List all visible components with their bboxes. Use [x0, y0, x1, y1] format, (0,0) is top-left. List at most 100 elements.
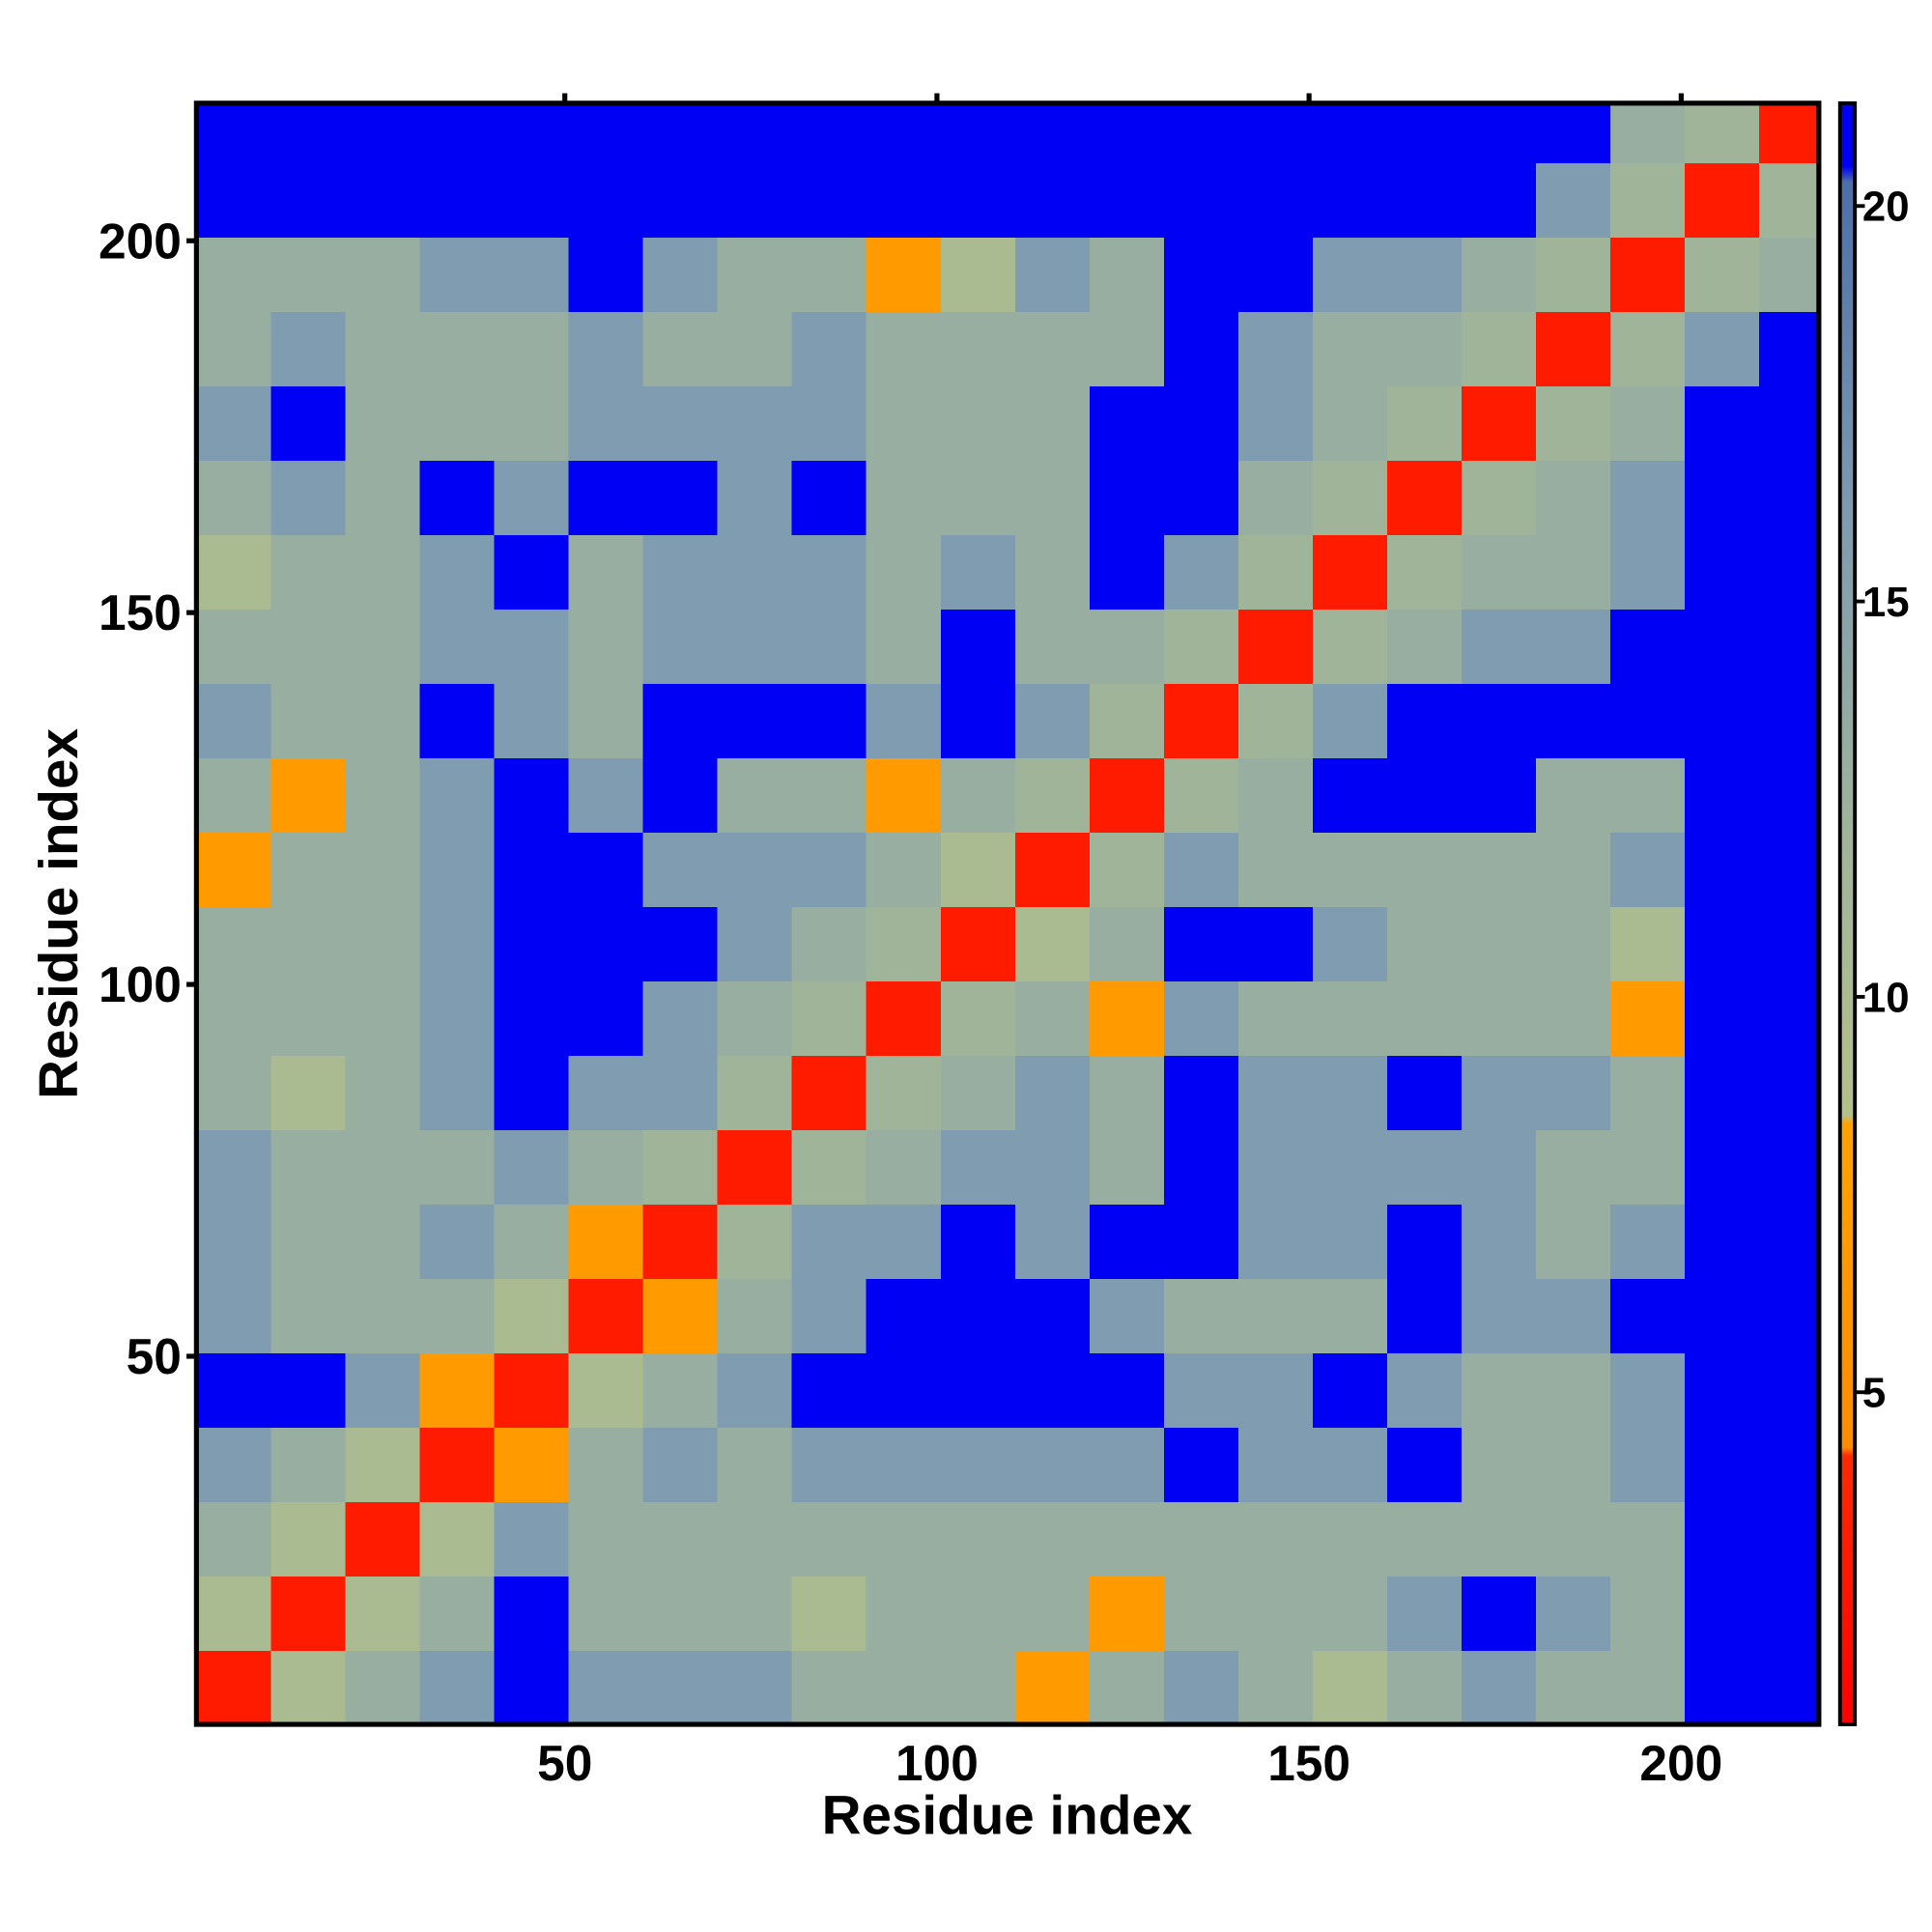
heatmap-cell: [419, 832, 496, 908]
heatmap-cell: [1014, 832, 1091, 908]
heatmap-cell: [717, 237, 793, 313]
heatmap-cell: [1536, 534, 1611, 611]
heatmap-cell: [270, 237, 347, 313]
heatmap-cell: [940, 385, 1016, 462]
heatmap-cell: [940, 832, 1016, 908]
heatmap-cell: [1089, 1501, 1165, 1577]
heatmap-cell: [1536, 1129, 1611, 1205]
heatmap-cell: [1536, 1427, 1611, 1502]
heatmap-cell: [1089, 534, 1165, 611]
heatmap-cell: [1610, 1576, 1686, 1651]
heatmap-cell: [1089, 385, 1165, 462]
heatmap-cell: [717, 1204, 793, 1279]
heatmap-cell: [1610, 460, 1686, 536]
heatmap-cell: [1387, 1427, 1463, 1502]
heatmap-cell: [196, 609, 272, 685]
heatmap-cell: [717, 832, 793, 908]
heatmap-cell: [270, 162, 347, 239]
heatmap-cell: [1685, 1055, 1761, 1130]
heatmap-cell: [1089, 1352, 1165, 1428]
heatmap-cell: [568, 237, 644, 313]
heatmap-cell: [1163, 460, 1239, 536]
heatmap-cell: [1014, 1501, 1091, 1577]
heatmap-cell: [940, 1278, 1016, 1353]
heatmap-cell: [1014, 385, 1091, 462]
heatmap-cell: [717, 162, 793, 239]
heatmap-cell: [1312, 311, 1388, 387]
heatmap-cell: [1759, 1576, 1820, 1651]
heatmap-cell: [1387, 1129, 1463, 1205]
heatmap-cell: [1014, 757, 1091, 834]
heatmap-cell: [866, 1278, 942, 1353]
heatmap-cell: [419, 534, 496, 611]
heatmap-cell: [642, 311, 719, 387]
heatmap-cell: [1759, 102, 1820, 164]
heatmap-cell: [1312, 460, 1388, 536]
heatmap-cell: [1163, 311, 1239, 387]
heatmap-cell: [1014, 1352, 1091, 1428]
heatmap-cell: [196, 980, 272, 1056]
heatmap-cell: [568, 906, 644, 982]
heatmap-cell: [866, 1427, 942, 1502]
heatmap-cell: [1014, 1129, 1091, 1205]
heatmap-cell: [419, 460, 496, 536]
heatmap-cell: [1462, 385, 1537, 462]
heatmap-cell: [791, 1055, 867, 1130]
heatmap-cell: [494, 102, 570, 164]
heatmap-cell: [1312, 683, 1388, 759]
heatmap-cell: [1089, 102, 1165, 164]
heatmap-cell: [1610, 162, 1686, 239]
heatmap-cell: [345, 1204, 421, 1279]
heatmap-cell: [717, 757, 793, 834]
heatmap-cell: [345, 311, 421, 387]
heatmap-cell: [270, 609, 347, 685]
heatmap-cell: [196, 460, 272, 536]
heatmap-cell: [494, 1204, 570, 1279]
heatmap-cell: [270, 757, 347, 834]
heatmap-cell: [1163, 1427, 1239, 1502]
heatmap-cell: [1536, 1650, 1611, 1725]
heatmap-cell: [1014, 1650, 1091, 1725]
heatmap-cell: [1312, 102, 1388, 164]
heatmap-cell: [1089, 1427, 1165, 1502]
heatmap-cell: [568, 1650, 644, 1725]
heatmap-cell: [1462, 1650, 1537, 1725]
heatmap-cell: [1610, 1352, 1686, 1428]
heatmap-cell: [270, 1055, 347, 1130]
heatmap-cell: [1312, 757, 1388, 834]
heatmap-cell: [866, 1650, 942, 1725]
heatmap-cell: [1089, 237, 1165, 313]
heatmap-cell: [1610, 1501, 1686, 1577]
heatmap-cell: [419, 683, 496, 759]
heatmap-cell: [1462, 609, 1537, 685]
heatmap-cell: [717, 1055, 793, 1130]
heatmap-cell: [717, 1278, 793, 1353]
heatmap-cell: [1163, 1650, 1239, 1725]
heatmap-cell: [866, 1129, 942, 1205]
heatmap-cell: [1237, 311, 1314, 387]
heatmap-cell: [345, 1501, 421, 1577]
heatmap-cell: [940, 683, 1016, 759]
heatmap-cell: [1610, 1427, 1686, 1502]
heatmap-cell: [1685, 460, 1761, 536]
heatmap-cell: [568, 162, 644, 239]
colorbar-tick-label: 20: [1862, 184, 1910, 231]
heatmap-cell: [1237, 534, 1314, 611]
heatmap-cell: [419, 237, 496, 313]
heatmap-cell: [1387, 162, 1463, 239]
heatmap-cell: [940, 162, 1016, 239]
heatmap-cell: [940, 1576, 1016, 1651]
heatmap-cell: [345, 1278, 421, 1353]
heatmap-cell: [1536, 311, 1611, 387]
heatmap-cell: [196, 1204, 272, 1279]
heatmap-cell: [1089, 980, 1165, 1056]
heatmap-cell: [791, 162, 867, 239]
heatmap-cell: [1237, 757, 1314, 834]
heatmap-cell: [1163, 609, 1239, 685]
heatmap-cell: [1462, 832, 1537, 908]
heatmap-cell: [1089, 1650, 1165, 1725]
heatmap-cell: [1462, 1055, 1537, 1130]
heatmap-cell: [1536, 1204, 1611, 1279]
heatmap-cell: [642, 1501, 719, 1577]
heatmap-cell: [866, 1055, 942, 1130]
